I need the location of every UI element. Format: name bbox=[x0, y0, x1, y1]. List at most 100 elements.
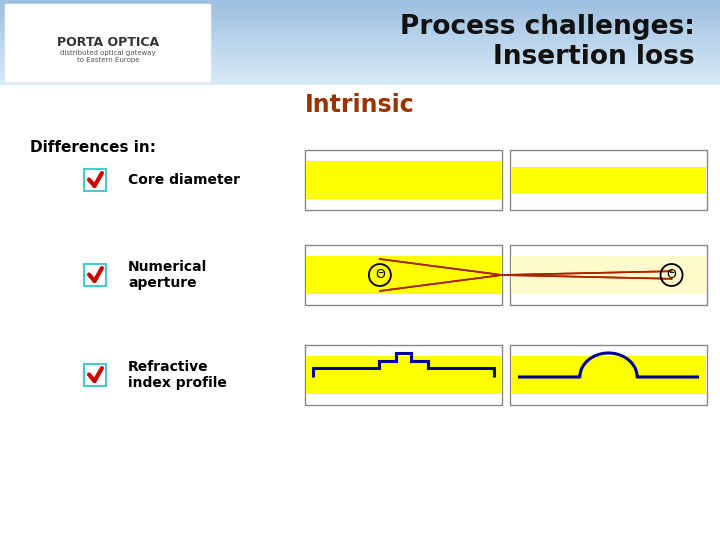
Bar bbox=[0, 36, 720, 37]
Bar bbox=[0, 67, 720, 68]
Bar bbox=[0, 48, 720, 49]
Bar bbox=[0, 19, 720, 20]
Bar bbox=[0, 75, 720, 76]
Bar bbox=[0, 68, 720, 69]
Bar bbox=[0, 31, 720, 32]
Bar bbox=[0, 85, 720, 540]
Text: PORTA OPTICA: PORTA OPTICA bbox=[57, 36, 159, 49]
Bar bbox=[305, 245, 502, 305]
Bar bbox=[0, 61, 720, 62]
Bar bbox=[0, 3, 720, 4]
Bar bbox=[0, 1, 720, 2]
Bar bbox=[0, 44, 720, 45]
Text: Core diameter: Core diameter bbox=[128, 173, 240, 187]
Bar bbox=[84, 169, 106, 191]
Bar bbox=[0, 11, 720, 12]
Bar bbox=[0, 81, 720, 82]
Bar bbox=[0, 66, 720, 67]
Text: Numerical
aperture: Numerical aperture bbox=[128, 260, 207, 290]
Bar bbox=[0, 62, 720, 63]
Bar bbox=[0, 71, 720, 72]
Bar bbox=[0, 55, 720, 56]
Bar bbox=[0, 0, 720, 1]
Bar bbox=[0, 42, 720, 43]
Bar bbox=[0, 14, 720, 15]
Bar bbox=[306, 356, 501, 394]
Bar bbox=[0, 25, 720, 26]
Bar bbox=[0, 33, 720, 34]
Bar bbox=[0, 83, 720, 84]
Bar bbox=[0, 78, 720, 79]
Bar bbox=[0, 46, 720, 47]
Bar bbox=[0, 24, 720, 25]
Bar bbox=[0, 57, 720, 58]
Bar bbox=[0, 45, 720, 46]
Bar bbox=[0, 84, 720, 85]
Bar bbox=[5, 4, 210, 81]
Bar bbox=[0, 16, 720, 17]
Bar bbox=[0, 8, 720, 9]
Bar bbox=[0, 43, 720, 44]
Bar bbox=[510, 150, 707, 210]
Bar bbox=[0, 39, 720, 40]
Bar bbox=[511, 167, 706, 193]
Bar bbox=[0, 40, 720, 41]
Bar bbox=[0, 38, 720, 39]
Bar bbox=[0, 28, 720, 29]
Bar bbox=[0, 51, 720, 52]
Text: Process challenges:
Insertion loss: Process challenges: Insertion loss bbox=[400, 15, 695, 71]
Text: Θ: Θ bbox=[667, 268, 677, 281]
Bar bbox=[0, 59, 720, 60]
Bar bbox=[0, 2, 720, 3]
Bar bbox=[0, 18, 720, 19]
Bar bbox=[0, 20, 720, 21]
Bar bbox=[0, 23, 720, 24]
Bar bbox=[0, 35, 720, 36]
Text: Intrinsic: Intrinsic bbox=[305, 93, 415, 117]
Bar bbox=[306, 161, 501, 199]
Bar bbox=[0, 9, 720, 10]
Bar bbox=[0, 27, 720, 28]
Bar bbox=[0, 76, 720, 77]
Bar bbox=[510, 345, 707, 405]
Bar bbox=[0, 41, 720, 42]
Bar bbox=[0, 49, 720, 50]
Bar bbox=[511, 256, 706, 294]
Bar bbox=[0, 47, 720, 48]
Text: Refractive
index profile: Refractive index profile bbox=[128, 360, 227, 390]
Bar bbox=[0, 77, 720, 78]
Bar bbox=[305, 345, 502, 405]
Bar bbox=[0, 6, 720, 7]
Bar bbox=[0, 72, 720, 73]
Text: distributed optical gateway
to Eastern Europe: distributed optical gateway to Eastern E… bbox=[60, 50, 156, 63]
Bar bbox=[0, 54, 720, 55]
Bar bbox=[0, 32, 720, 33]
Bar bbox=[0, 73, 720, 74]
Bar bbox=[0, 82, 720, 83]
Bar bbox=[0, 30, 720, 31]
Bar bbox=[0, 60, 720, 61]
Bar bbox=[84, 364, 106, 386]
Bar bbox=[0, 70, 720, 71]
Bar bbox=[0, 7, 720, 8]
Bar bbox=[0, 22, 720, 23]
Bar bbox=[0, 37, 720, 38]
Bar bbox=[0, 52, 720, 53]
Bar bbox=[0, 53, 720, 54]
Bar bbox=[0, 26, 720, 27]
Bar bbox=[0, 50, 720, 51]
Bar bbox=[0, 5, 720, 6]
Bar bbox=[0, 74, 720, 75]
Text: Θ: Θ bbox=[375, 268, 384, 281]
Bar bbox=[0, 17, 720, 18]
Bar bbox=[0, 79, 720, 80]
Bar bbox=[0, 58, 720, 59]
Bar bbox=[0, 63, 720, 64]
Bar bbox=[510, 245, 707, 305]
Bar bbox=[0, 80, 720, 81]
Bar bbox=[0, 29, 720, 30]
Bar bbox=[511, 356, 706, 394]
Bar bbox=[0, 12, 720, 13]
Text: Differences in:: Differences in: bbox=[30, 140, 156, 156]
Bar bbox=[0, 15, 720, 16]
